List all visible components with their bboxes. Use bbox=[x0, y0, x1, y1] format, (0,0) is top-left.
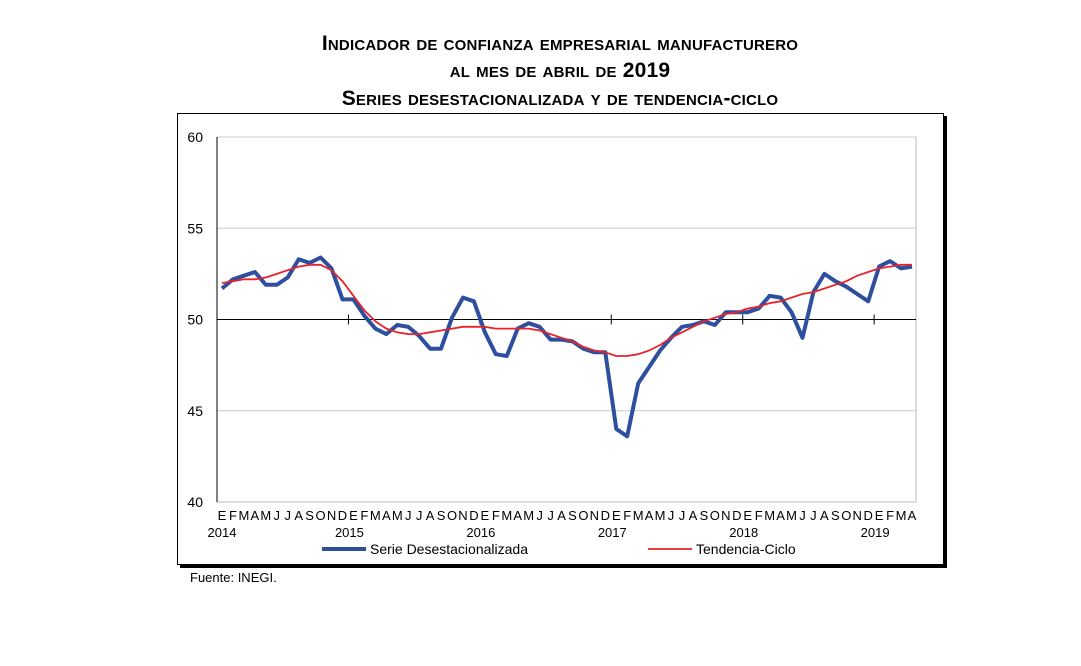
x-tick-month: O bbox=[578, 508, 588, 523]
x-tick-month: S bbox=[568, 508, 577, 523]
x-tick-month: A bbox=[294, 508, 303, 523]
x-tick-month: A bbox=[382, 508, 391, 523]
x-tick-month: J bbox=[274, 508, 281, 523]
x-tick-month: J bbox=[799, 508, 806, 523]
x-tick-month: J bbox=[547, 508, 554, 523]
x-tick-month: F bbox=[229, 508, 237, 523]
series-line-tendencia-ciclo bbox=[221, 263, 912, 357]
x-tick-month: O bbox=[841, 508, 851, 523]
x-tick-month: A bbox=[776, 508, 785, 523]
x-tick-month: J bbox=[405, 508, 412, 523]
legend-label: Tendencia-Ciclo bbox=[696, 541, 796, 557]
chart-title-line-3: Series desestacionalizada y de tendencia… bbox=[341, 87, 779, 110]
x-tick-month: M bbox=[786, 508, 797, 523]
y-tick-label: 55 bbox=[187, 220, 203, 236]
x-tick-month: J bbox=[668, 508, 675, 523]
x-tick-month: M bbox=[764, 508, 775, 523]
x-tick-month: O bbox=[447, 508, 457, 523]
x-tick-month: F bbox=[360, 508, 368, 523]
y-tick-label: 60 bbox=[187, 129, 203, 145]
x-tick-year: 2018 bbox=[729, 525, 758, 540]
x-tick-month: A bbox=[820, 508, 829, 523]
x-tick-year: 2015 bbox=[335, 525, 364, 540]
x-tick-month: A bbox=[426, 508, 435, 523]
x-tick-month: N bbox=[853, 508, 862, 523]
x-tick-month: M bbox=[260, 508, 271, 523]
x-tick-month: S bbox=[437, 508, 446, 523]
x-tick-month: M bbox=[523, 508, 534, 523]
x-tick-month: A bbox=[513, 508, 522, 523]
x-tick-month: J bbox=[679, 508, 686, 523]
x-tick-month: M bbox=[655, 508, 666, 523]
x-tick-month: N bbox=[458, 508, 467, 523]
chart-title-line-1: Indicador de confianza empresarial manuf… bbox=[321, 32, 799, 55]
x-tick-month: J bbox=[284, 508, 291, 523]
x-tick-year: 2019 bbox=[861, 525, 890, 540]
x-tick-month: J bbox=[416, 508, 423, 523]
chart-title-line-2: al mes de abril de 2019 bbox=[449, 59, 671, 82]
x-tick-month: D bbox=[469, 508, 478, 523]
x-tick-month: D bbox=[601, 508, 610, 523]
x-tick-month: M bbox=[501, 508, 512, 523]
x-tick-month: N bbox=[327, 508, 336, 523]
x-tick-month: A bbox=[557, 508, 566, 523]
x-tick-year: 2014 bbox=[208, 525, 237, 540]
x-tick-month: N bbox=[721, 508, 730, 523]
x-tick-month: A bbox=[251, 508, 260, 523]
x-tick-month: D bbox=[338, 508, 347, 523]
x-tick-year: 2017 bbox=[598, 525, 627, 540]
x-tick-month: F bbox=[886, 508, 894, 523]
x-tick-month: E bbox=[218, 508, 227, 523]
x-tick-month: M bbox=[370, 508, 381, 523]
x-tick-month: F bbox=[492, 508, 500, 523]
x-tick-month: M bbox=[392, 508, 403, 523]
x-tick-month: S bbox=[305, 508, 314, 523]
x-tick-month: M bbox=[238, 508, 249, 523]
x-tick-month: A bbox=[908, 508, 917, 523]
x-tick-month: S bbox=[700, 508, 709, 523]
y-tick-label: 45 bbox=[187, 403, 203, 419]
legend-label: Serie Desestacionalizada bbox=[370, 541, 528, 557]
x-tick-month: E bbox=[481, 508, 490, 523]
x-tick-month: F bbox=[623, 508, 631, 523]
x-tick-year: 2016 bbox=[466, 525, 495, 540]
y-tick-label: 50 bbox=[187, 312, 203, 328]
x-tick-month: D bbox=[863, 508, 872, 523]
x-tick-month: O bbox=[316, 508, 326, 523]
source-note: Fuente: INEGI. bbox=[190, 570, 277, 585]
x-tick-month: A bbox=[645, 508, 654, 523]
x-tick-month: E bbox=[349, 508, 358, 523]
x-tick-month: O bbox=[710, 508, 720, 523]
x-tick-month: J bbox=[536, 508, 543, 523]
x-tick-month: D bbox=[732, 508, 741, 523]
x-tick-month: E bbox=[743, 508, 752, 523]
x-tick-month: M bbox=[633, 508, 644, 523]
x-tick-month: S bbox=[831, 508, 840, 523]
x-tick-month: E bbox=[875, 508, 884, 523]
x-tick-month: F bbox=[755, 508, 763, 523]
x-tick-month: A bbox=[689, 508, 698, 523]
x-tick-month: N bbox=[590, 508, 599, 523]
series-line-desestacionalizada bbox=[220, 255, 913, 439]
x-tick-month: J bbox=[810, 508, 817, 523]
x-tick-month: M bbox=[896, 508, 907, 523]
y-tick-label: 40 bbox=[187, 494, 203, 510]
x-tick-month: E bbox=[612, 508, 621, 523]
